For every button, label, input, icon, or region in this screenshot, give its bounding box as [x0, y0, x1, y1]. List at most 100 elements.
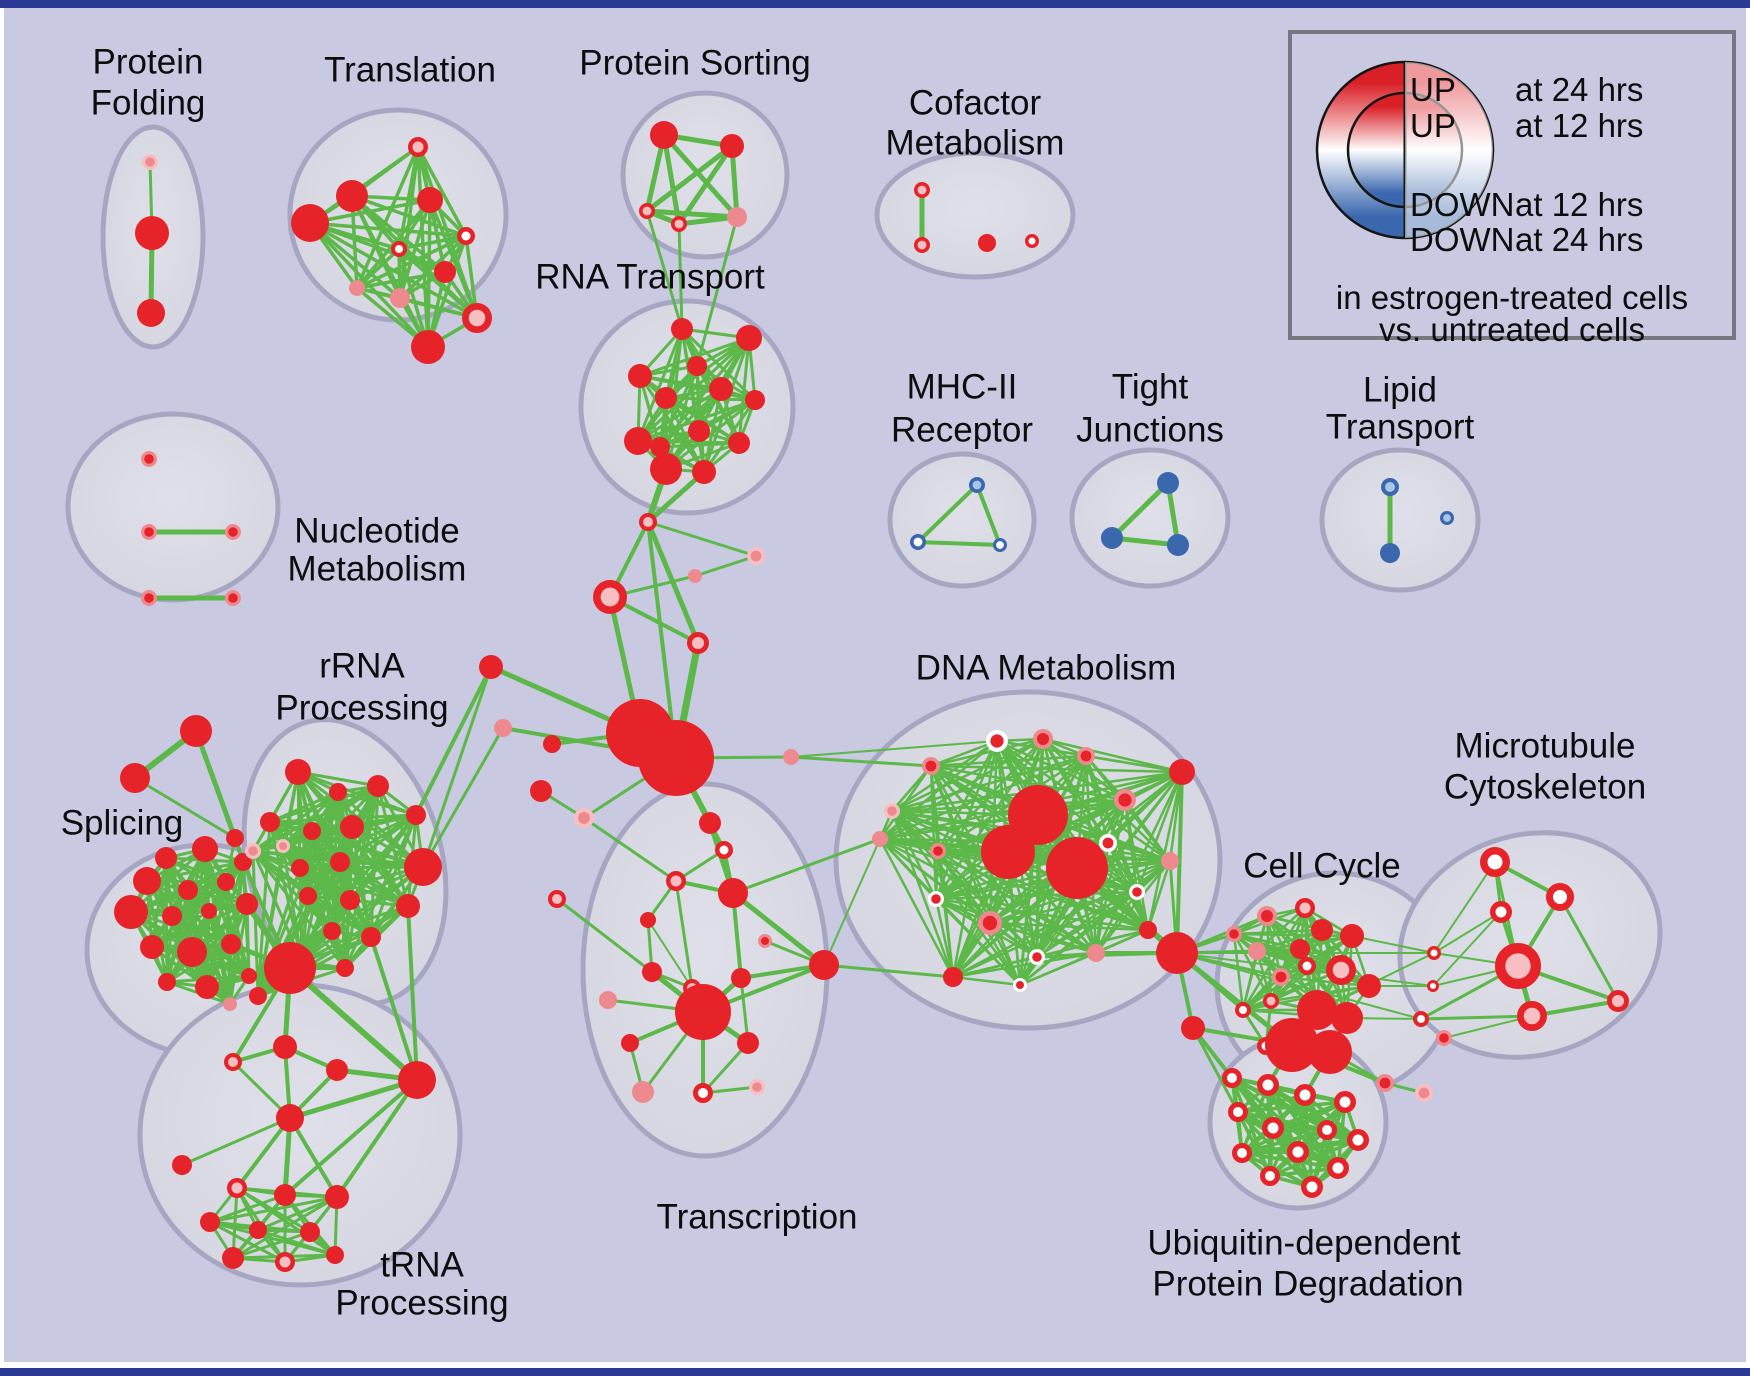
network-node [642, 962, 662, 982]
network-node [687, 356, 707, 376]
network-node [1480, 847, 1510, 877]
cluster-ellipse-c16 [1319, 447, 1481, 593]
network-edge [582, 816, 678, 883]
network-node [336, 959, 354, 977]
cluster-label-c8-line0: tRNA [380, 1246, 464, 1285]
network-edge [256, 1195, 339, 1232]
network-edge [636, 336, 751, 443]
network-node [172, 1155, 192, 1175]
network-edge [1236, 1093, 1307, 1114]
network-node [927, 890, 944, 907]
network-node [1376, 1074, 1395, 1093]
network-edge [664, 396, 741, 445]
network-node [1156, 932, 1198, 974]
network-node [1435, 1029, 1452, 1046]
network-node [200, 1212, 220, 1232]
cluster-ellipse-c5 [65, 411, 281, 603]
network-node [1546, 883, 1574, 911]
network-node [1340, 924, 1364, 948]
network-node [1257, 906, 1277, 926]
network-node [367, 775, 389, 797]
network-edge [1146, 859, 1172, 932]
cluster-label-c0-line0: Protein [93, 43, 204, 82]
network-edge [934, 897, 1150, 932]
network-node [275, 1252, 295, 1272]
network-node [921, 756, 940, 775]
network-node [1087, 944, 1105, 962]
network-node [727, 207, 747, 227]
network-edge [1041, 737, 1184, 774]
network-edge [951, 975, 1022, 987]
network-node [260, 812, 280, 832]
network-edge [936, 849, 1039, 959]
network-node [434, 261, 456, 283]
network-edge [350, 194, 468, 238]
legend-up-24-label: UP [1410, 71, 1456, 108]
network-edge [355, 270, 447, 290]
network-edge [658, 387, 723, 449]
network-node [720, 134, 744, 158]
network-edge [414, 665, 493, 817]
network-edge [298, 866, 410, 908]
network-edge [288, 1116, 339, 1199]
network-node [1265, 1018, 1319, 1072]
network-node [883, 802, 900, 819]
network-edge [951, 928, 1150, 979]
network-edge [193, 728, 238, 841]
network-node [227, 1178, 247, 1198]
network-node [462, 303, 492, 333]
network-edge [695, 215, 739, 368]
network-edge [737, 336, 751, 445]
network-node [326, 1059, 348, 1081]
network-edge [951, 859, 1172, 979]
network-node [1308, 1030, 1352, 1074]
network-node [745, 390, 765, 410]
legend-faded-half [1405, 62, 1493, 238]
network-edge [677, 222, 684, 331]
network-node [323, 922, 341, 940]
cluster-label-c16-line0: Lipid [1363, 371, 1437, 410]
network-node [671, 318, 693, 340]
network-edge [1432, 911, 1502, 987]
network-edge [636, 327, 684, 443]
cluster-label-c10-line0: DNA Metabolism [916, 649, 1177, 688]
network-edge [929, 764, 1127, 802]
network-node [1495, 942, 1542, 989]
network-edge [421, 726, 505, 869]
network-node [1099, 833, 1118, 852]
network-node [981, 825, 1035, 879]
network-edge [890, 737, 1045, 813]
network-edge [702, 398, 757, 474]
network-node [361, 927, 381, 947]
network-node [276, 1104, 304, 1132]
cluster-label-c14-line1: Receptor [891, 411, 1033, 450]
network-node [411, 330, 445, 364]
network-node [285, 759, 311, 785]
network-node [1331, 1002, 1363, 1034]
cluster-label-c9-line0: Transcription [657, 1198, 858, 1237]
network-node [396, 894, 420, 918]
network-edge [1084, 754, 1184, 774]
network-edge [245, 902, 251, 978]
network-node [1235, 1002, 1251, 1018]
network-node [1272, 967, 1291, 986]
network-node [114, 895, 148, 929]
cluster-label-c0-line1: Folding [91, 84, 206, 123]
cluster-label-c5-line1: Metabolism [288, 550, 467, 589]
network-edge [1558, 895, 1620, 1003]
network-node [141, 523, 158, 540]
network-edge [256, 1228, 337, 1257]
network-node [120, 763, 150, 793]
network-node [1169, 759, 1195, 785]
network-edge [701, 1041, 750, 1095]
network-node [291, 204, 329, 242]
network-node [236, 893, 258, 915]
network-node [638, 720, 714, 796]
network-edge [133, 776, 237, 840]
cluster-label-c2-line0: Protein Sorting [579, 44, 811, 83]
network-node [155, 847, 177, 869]
cluster-label-c7-line0: rRNA [319, 647, 405, 686]
network-node [1077, 746, 1096, 765]
network-node [548, 890, 567, 909]
network-node [404, 848, 442, 886]
